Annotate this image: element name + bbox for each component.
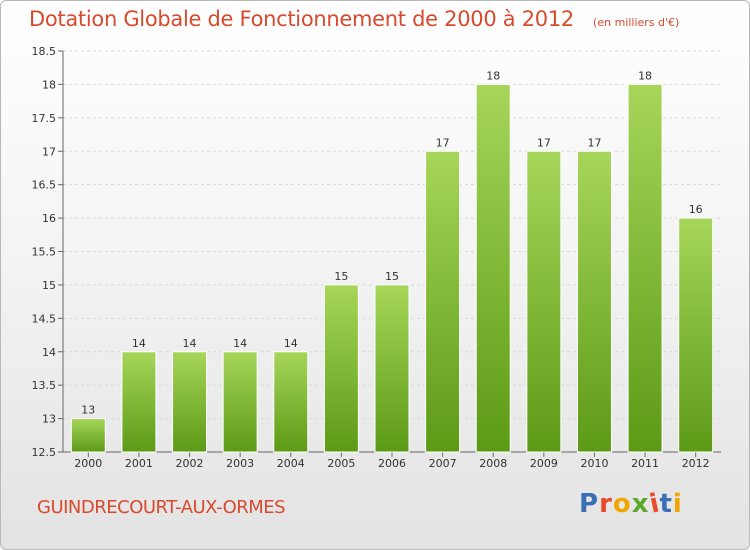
logo-letter: x	[631, 489, 650, 519]
y-tick-labels: 12.5 13 13.5 14 14.5 15 15.5 16 16.5 17 17.5 18 18.5	[32, 45, 57, 459]
y-tick-label: 17	[42, 145, 56, 158]
data-labels: 13 14 14 14 14 15 15 17 18 17 17 18 16	[81, 69, 702, 416]
y-tick-label: 14.5	[32, 312, 57, 325]
bar-2009	[526, 150, 562, 453]
data-label-2004: 14	[284, 337, 298, 350]
x-tick-label: 2009	[530, 457, 558, 470]
bar-2012	[678, 217, 714, 453]
x-tick-label: 2000	[74, 457, 102, 470]
data-label-2010: 17	[587, 136, 601, 149]
y-tick-label: 18.5	[32, 45, 57, 58]
y-tick-label: 18	[42, 78, 56, 91]
bar-2010	[576, 150, 612, 453]
chart-title: Dotation Globale de Fonctionnement de 20…	[29, 7, 574, 31]
x-tick-label: 2005	[327, 457, 355, 470]
y-tick-label: 16	[42, 212, 56, 225]
logo-letter: r	[599, 489, 613, 519]
x-tick-label: 2006	[378, 457, 406, 470]
proxiti-logo[interactable]: Proxiti	[579, 488, 683, 519]
data-label-2009: 17	[537, 136, 551, 149]
x-tick-labels: 2000 2001 2002 2003 2004 2005 2006 2007 2008 2009…	[74, 457, 709, 470]
x-tick-label: 2001	[125, 457, 153, 470]
y-tick-label: 17.5	[32, 112, 57, 125]
x-tick-label: 2004	[277, 457, 305, 470]
bar-2000	[70, 418, 106, 453]
bar-2004	[273, 351, 309, 453]
x-tick-label: 2003	[226, 457, 254, 470]
x-tick-label: 2007	[429, 457, 457, 470]
bar-2003	[222, 351, 258, 453]
bar-2008	[475, 83, 511, 453]
y-tick-label: 14	[42, 346, 56, 359]
data-label-2012: 16	[689, 203, 703, 216]
title-row: Dotation Globale de Fonctionnement de 20…	[29, 7, 679, 31]
y-tick-label: 13	[42, 413, 56, 426]
y-tick-label: 15.5	[32, 246, 57, 259]
commune-name: GUINDRECOURT-AUX-ORMES	[37, 497, 286, 518]
data-label-2011: 18	[638, 69, 652, 82]
x-tick-label: 2012	[682, 457, 710, 470]
logo-letter: i	[672, 489, 683, 519]
chart-subtitle: (en milliers d'€)	[593, 16, 680, 29]
bar-2006	[374, 284, 410, 453]
y-tick-label: 12.5	[32, 446, 57, 459]
y-tick-label: 13.5	[32, 379, 57, 392]
logo-letter: P	[579, 489, 600, 519]
data-label-2002: 14	[183, 337, 197, 350]
data-label-2007: 17	[436, 136, 450, 149]
x-tick-label: 2010	[580, 457, 608, 470]
logo-letter: t	[659, 489, 673, 519]
data-label-2006: 15	[385, 270, 399, 283]
data-label-2005: 15	[334, 270, 348, 283]
logo-letter: o	[612, 489, 632, 519]
bar-2002	[172, 351, 208, 453]
bar-2007	[425, 150, 461, 453]
data-label-2008: 18	[486, 69, 500, 82]
bars	[70, 83, 714, 453]
y-tick-label: 16.5	[32, 179, 57, 192]
x-tick-label: 2008	[479, 457, 507, 470]
y-tick-label: 15	[42, 279, 56, 292]
data-label-2003: 14	[233, 337, 247, 350]
bar-2011	[627, 83, 663, 453]
bar-2001	[121, 351, 157, 453]
bar-2005	[323, 284, 359, 453]
x-tick-label: 2011	[631, 457, 659, 470]
data-label-2001: 14	[132, 337, 146, 350]
x-tick-label: 2002	[176, 457, 204, 470]
data-label-2000: 13	[81, 404, 95, 417]
